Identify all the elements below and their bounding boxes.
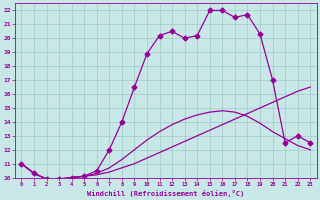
X-axis label: Windchill (Refroidissement éolien,°C): Windchill (Refroidissement éolien,°C)	[87, 190, 244, 197]
